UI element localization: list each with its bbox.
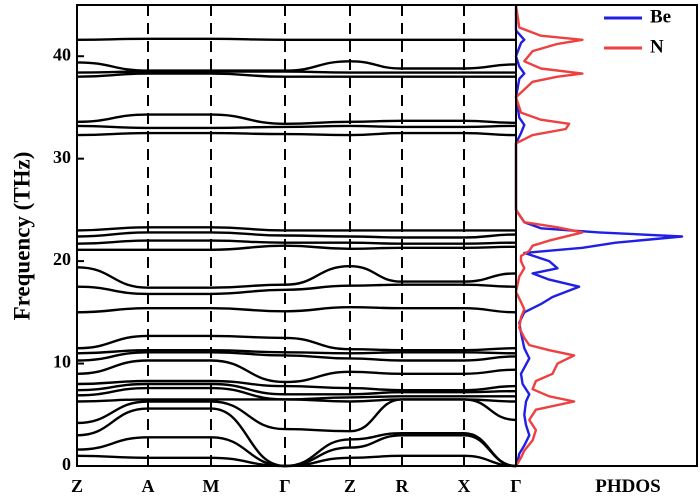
x-tick-label: M bbox=[203, 476, 220, 496]
dos-lines bbox=[514, 4, 684, 467]
band-line bbox=[76, 37, 516, 42]
band-line bbox=[76, 305, 517, 314]
band-line bbox=[76, 334, 517, 352]
x-tick-label: Z bbox=[71, 476, 83, 496]
band-line bbox=[76, 386, 516, 401]
band-line bbox=[76, 131, 517, 137]
y-axis-label: Frequency (THz) bbox=[9, 152, 34, 321]
x-tick-label: X bbox=[458, 476, 471, 496]
band-structure-panel: Frequency (THz) 0 10 20 30 40 Z A M Γ Z R X Γ bbox=[9, 4, 522, 496]
band-line bbox=[76, 72, 516, 78]
band-line bbox=[76, 239, 517, 245]
y-tick-label: 30 bbox=[53, 147, 71, 167]
band-line bbox=[76, 70, 516, 74]
y-tick-label: 40 bbox=[53, 44, 71, 64]
x-tick-label: Γ bbox=[510, 476, 521, 496]
band-line bbox=[76, 124, 517, 130]
legend-label: Be bbox=[650, 6, 671, 27]
y-tick-label: 10 bbox=[53, 352, 71, 372]
band-line bbox=[77, 244, 517, 252]
band-line bbox=[76, 264, 517, 289]
y-tick-label: 0 bbox=[62, 454, 71, 474]
band-line bbox=[76, 454, 517, 468]
band-line bbox=[76, 398, 517, 403]
dos-curve-n bbox=[514, 4, 584, 467]
x-tick-label: Z bbox=[344, 476, 356, 496]
band-line bbox=[76, 407, 517, 468]
band-line bbox=[76, 283, 517, 296]
band-line bbox=[76, 351, 517, 362]
phdos-axis-label: PHDOS bbox=[595, 476, 660, 497]
band-line bbox=[76, 379, 517, 392]
band-line bbox=[76, 226, 516, 232]
dos-curve-be bbox=[514, 5, 684, 467]
y-ticks: 0 10 20 30 40 bbox=[53, 44, 84, 474]
legend-label: N bbox=[650, 36, 664, 57]
band-line bbox=[76, 60, 517, 72]
band-line bbox=[76, 382, 517, 396]
phdos-panel: PHDOS Be N bbox=[514, 4, 698, 497]
band-line bbox=[76, 231, 517, 239]
y-tick-label: 20 bbox=[53, 249, 71, 269]
band-line bbox=[76, 434, 517, 468]
band-line bbox=[76, 359, 517, 384]
legend: Be N bbox=[604, 6, 671, 57]
band-line bbox=[76, 113, 517, 126]
x-tick-label: A bbox=[142, 476, 155, 496]
dos-plot-frame bbox=[515, 4, 698, 467]
x-tick-label: Γ bbox=[279, 476, 290, 496]
band-lines bbox=[76, 37, 517, 468]
band-line bbox=[76, 398, 517, 433]
band-line bbox=[76, 348, 517, 355]
x-tick-label: R bbox=[396, 476, 410, 496]
